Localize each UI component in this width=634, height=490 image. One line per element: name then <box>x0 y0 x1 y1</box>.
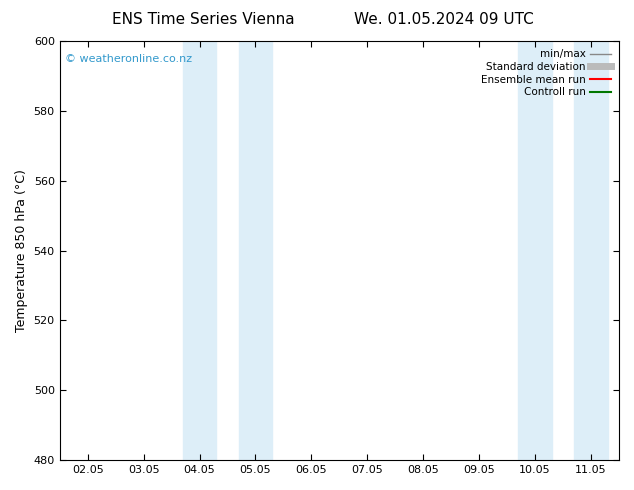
Y-axis label: Temperature 850 hPa (°C): Temperature 850 hPa (°C) <box>15 169 28 332</box>
Bar <box>183 41 216 460</box>
Text: © weatheronline.co.nz: © weatheronline.co.nz <box>65 53 192 64</box>
Text: ENS Time Series Vienna: ENS Time Series Vienna <box>112 12 294 27</box>
Legend: min/max, Standard deviation, Ensemble mean run, Controll run: min/max, Standard deviation, Ensemble me… <box>478 46 614 100</box>
Text: We. 01.05.2024 09 UTC: We. 01.05.2024 09 UTC <box>354 12 534 27</box>
Bar <box>574 41 608 460</box>
Bar <box>238 41 272 460</box>
Bar <box>519 41 552 460</box>
